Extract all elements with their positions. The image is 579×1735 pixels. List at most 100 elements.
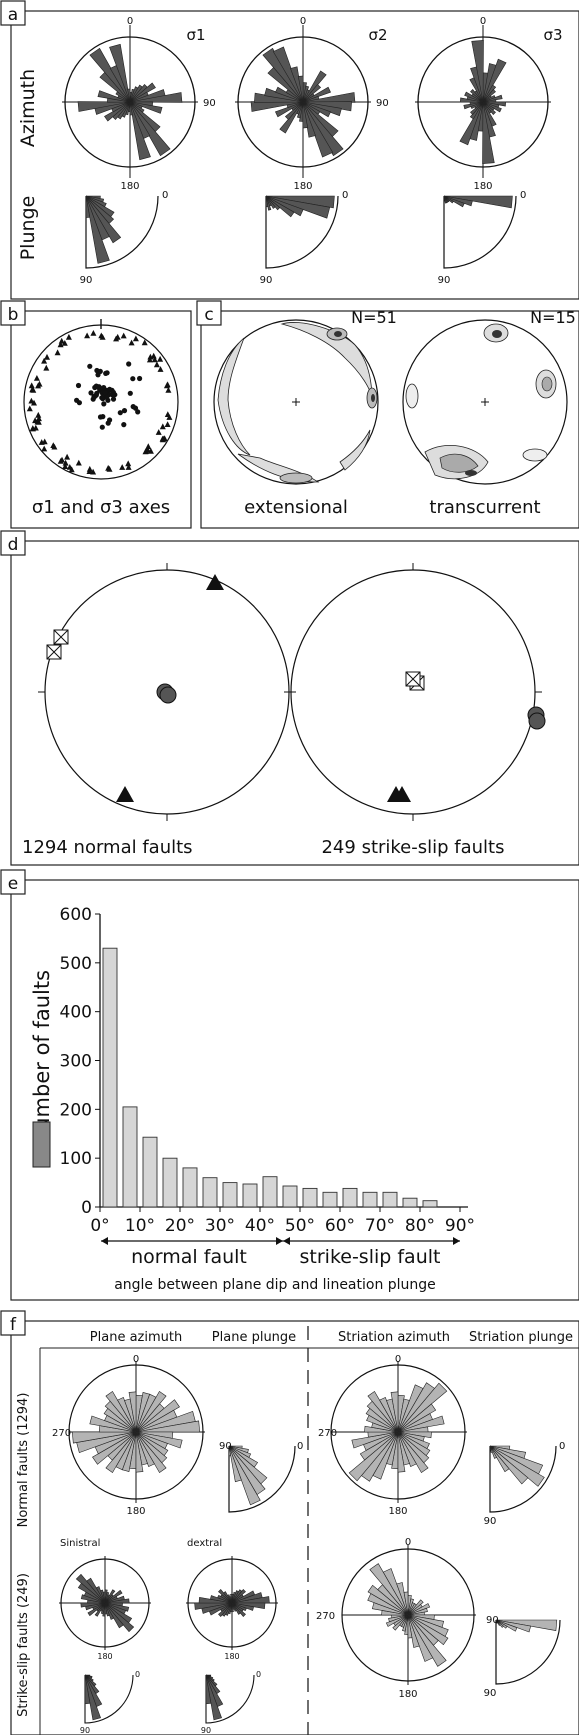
contour-max <box>465 470 477 476</box>
sigma3-point <box>57 341 64 348</box>
y-tick-label: 600 <box>60 905 92 925</box>
sigma1-point <box>103 370 109 376</box>
y-tick-label: 400 <box>60 1003 92 1023</box>
sigma3-point <box>155 429 162 435</box>
quadrant-petals <box>84 1674 103 1721</box>
sigma3-point <box>28 382 35 389</box>
x-tick-label: 70° <box>365 1216 395 1236</box>
sigma3-point <box>150 352 157 359</box>
sigma1-point <box>101 401 107 407</box>
stereonet-circle <box>290 569 536 815</box>
sigma1-point <box>102 390 108 396</box>
sigma1-circle <box>528 712 546 730</box>
quadrant-outline <box>84 1674 134 1724</box>
sigma1-point <box>137 375 143 382</box>
sigma3-point <box>125 460 132 467</box>
contour <box>439 453 479 473</box>
n-transcurrent: N=15 <box>530 308 576 327</box>
col-plane-azimuth: Plane azimuth <box>90 1330 182 1345</box>
quadrant-petal <box>495 1619 497 1624</box>
stereonet-circle <box>23 324 179 480</box>
bar <box>282 1185 298 1208</box>
rose-petals <box>250 46 356 158</box>
arrowhead <box>276 1237 283 1245</box>
sigma3-point <box>125 464 132 470</box>
rose-label-180: 180 <box>224 1652 239 1661</box>
arrowhead <box>453 1237 460 1245</box>
panel-e: e number of faults 0 100 200 300 400 500 600 0… <box>0 869 579 1301</box>
caption-normal-faults: 1294 normal faults <box>22 837 193 858</box>
sigma1-point <box>121 422 127 428</box>
sigma3-point <box>30 387 37 393</box>
rose-petal <box>302 101 309 129</box>
panel-a-frame <box>10 10 579 300</box>
sigma3-point <box>36 380 43 387</box>
panel-a-letter-box <box>0 0 26 26</box>
sigma3-point <box>153 361 160 368</box>
arrowhead <box>283 1237 290 1245</box>
normal-fault-label: normal fault <box>131 1246 247 1268</box>
panel-f-letter: f <box>10 1315 17 1335</box>
sigma3-point <box>147 353 154 360</box>
sigma1-point <box>99 424 105 430</box>
quadrant-plane-plunge-normal: 90 0 <box>219 1441 303 1513</box>
rose-sinistral: 180 <box>59 1556 151 1661</box>
n-extensional: N=51 <box>351 308 397 327</box>
rose-label-90: 90 <box>203 98 216 109</box>
panel-b-frame <box>10 310 192 529</box>
sigma3-point <box>84 332 91 339</box>
sigma1-circle <box>159 686 177 704</box>
contour-net-transcurrent <box>402 319 568 485</box>
strike-slip-fault-label: strike-slip fault <box>300 1246 441 1268</box>
legend-swatch <box>32 1121 51 1168</box>
rose-petal <box>471 39 484 103</box>
rose-petal <box>129 92 183 103</box>
quadrant-petals <box>265 195 335 219</box>
sigma3-triangle <box>116 786 134 802</box>
bar <box>102 947 118 1208</box>
rose-petals <box>71 1390 201 1474</box>
sigma3-point <box>143 448 150 454</box>
sigma3-point <box>38 439 45 445</box>
plunge-label-90: 90 <box>219 1441 232 1452</box>
rose-label-270: 270 <box>316 1611 335 1622</box>
sigma3-point <box>106 465 113 472</box>
sigma1-point <box>107 417 113 423</box>
bar <box>402 1197 418 1208</box>
rose-petal <box>297 75 304 103</box>
plunge-label-0: 0 <box>256 1670 261 1679</box>
rose-petal <box>129 101 133 116</box>
sigma3-point <box>28 397 35 404</box>
rose-label-270: 270 <box>318 1428 337 1439</box>
plunge-label-90: 90 <box>201 1726 211 1735</box>
x-tick-label: 40° <box>245 1216 275 1236</box>
sigma3-point <box>31 399 37 406</box>
sigma1-point <box>135 409 141 415</box>
y-axis-label: number of faults <box>30 970 54 1144</box>
quadrant-petal <box>265 195 269 208</box>
plunge-label-90: 90 <box>486 1615 499 1626</box>
rose-petals <box>367 1563 449 1667</box>
sigma3-triangle <box>393 786 411 802</box>
sigma3-point <box>43 364 50 371</box>
contour <box>279 472 313 484</box>
sigma1-point <box>121 408 128 414</box>
quadrant-sinistral-plunge: 0 90 <box>80 1670 140 1735</box>
rose-petals <box>77 43 183 161</box>
panel-d-letter: d <box>8 535 19 555</box>
x-tick-labels: 0° 10° 20° 30° 40° 50° 60° 70° 80° 90° <box>90 1216 475 1236</box>
rose-dextral: 180 <box>186 1556 278 1661</box>
caption-transcurrent: transcurrent <box>429 497 540 518</box>
sigma1-point <box>117 410 123 416</box>
sigma3-point <box>58 337 65 344</box>
sigma3-point <box>29 425 36 431</box>
quadrant-striation-plunge-normal: 0 90 <box>484 1441 566 1527</box>
sigma3-point <box>62 463 69 469</box>
rose-title-sigma1: σ1 <box>186 26 205 44</box>
rose-label-0: 0 <box>127 16 133 27</box>
panel-b-letter: b <box>8 305 19 325</box>
caption-extensional: extensional <box>244 497 348 518</box>
rose-label-0: 0 <box>405 1537 411 1548</box>
rose-label-0: 0 <box>480 16 486 27</box>
